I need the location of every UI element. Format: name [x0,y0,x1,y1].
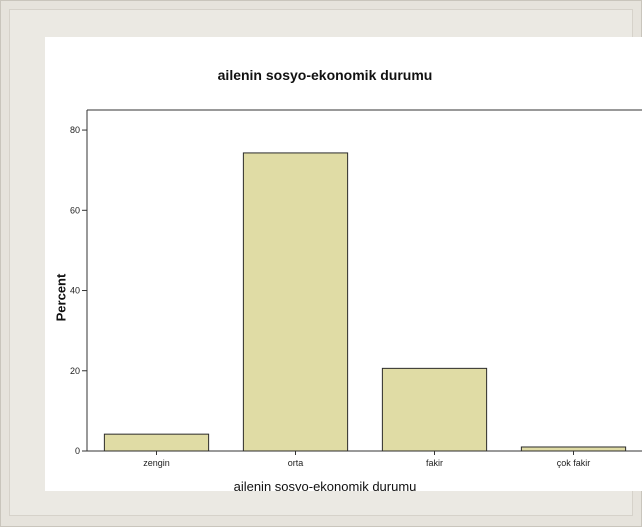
y-tick-label: 20 [70,366,80,376]
bar [242,152,349,452]
x-tick-label: çok fakir [557,458,591,468]
x-tick-label: fakir [426,458,443,468]
x-tick-label: zengin [143,458,170,468]
bar [520,446,627,452]
x-axis-label: ailenin sosyo-ekonomik durumu [233,479,417,491]
x-tick-label: orta [288,458,304,468]
y-tick-label: 80 [70,125,80,135]
chart-title: ailenin sosyo-ekonomik durumu [217,67,433,83]
y-tick-label: 60 [70,205,80,215]
bar-chart: 0 20 40 60 80 zengin orta fakir çok fakir [70,109,642,468]
bar [381,367,488,452]
y-tick-label: 40 [70,286,80,296]
bar [103,433,210,452]
y-tick-label: 0 [75,446,80,456]
